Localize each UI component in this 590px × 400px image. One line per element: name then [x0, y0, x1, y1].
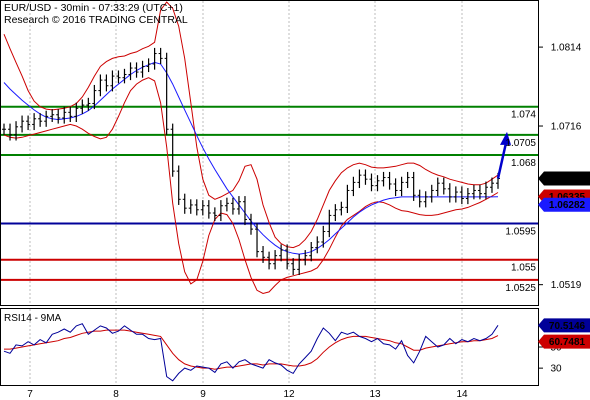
level-label: 1.0525 — [505, 283, 536, 294]
x-tick-label: 14 — [456, 389, 468, 400]
rsi-panel-frame — [0, 308, 539, 386]
level-label: 1.0705 — [505, 138, 536, 149]
last-value-badge-label: 1.06508 — [549, 174, 586, 185]
copyright-text: Research © 2016 TRADING CENTRAL — [4, 14, 188, 26]
rsi-last-value-badge-label: 60.7481 — [549, 337, 586, 348]
y-tick-label: 1.0519 — [551, 280, 582, 291]
level-label: 1.068 — [511, 158, 536, 169]
rsi-layers — [3, 323, 499, 382]
x-tick-label: 12 — [283, 389, 295, 400]
projection-arrow-head — [500, 131, 511, 145]
last-value-badge: 1.06282 — [538, 197, 590, 212]
projection-arrow-shaft — [496, 142, 508, 179]
price-layers — [1, 1, 538, 295]
level-label: 1.0595 — [505, 226, 536, 237]
y-tick-label: 1.0716 — [551, 122, 582, 133]
rsi-y-tick-label: 30 — [550, 364, 562, 375]
last-value-badge-shape — [538, 197, 590, 212]
last-value-badge-label: 1.06282 — [549, 200, 586, 211]
level-labels: 1.074 1.0705 1.068 1.0595 1.055 1.0525 — [505, 110, 536, 294]
x-tick-label: 7 — [27, 389, 33, 400]
last-value-badge-label: 1.06335 — [549, 192, 586, 203]
y-tick-label: 1.0814 — [551, 43, 582, 54]
rsi-last-value-badge: 70.5146 — [538, 318, 590, 333]
day-dividers — [29, 1, 463, 385]
rsi-last-value-badge-shape — [538, 318, 590, 333]
rsi-last-value-badge-label: 70.5146 — [549, 321, 586, 332]
rsi-indicator-label: RSI14 - 9MA — [4, 313, 62, 324]
rsi-last-value-badge: 60.7481 — [538, 334, 590, 349]
bollinger-upper-line — [3, 1, 499, 249]
last-value-badge-shape — [538, 171, 590, 186]
bollinger-lower-line — [3, 77, 499, 295]
rsi-line — [3, 323, 499, 382]
x-tick-label: 9 — [200, 389, 206, 400]
x-tick-label: 8 — [113, 389, 119, 400]
chart-title: EUR/USD - 30min - 07:33:29 (UTC+1) — [4, 2, 183, 14]
x-axis-ticks: 7 8 9 12 13 14 — [27, 389, 468, 400]
level-label: 1.074 — [511, 110, 536, 121]
rsi-last-value-badge-shape — [538, 334, 590, 349]
x-tick-label: 13 — [369, 389, 381, 400]
last-value-badge: 1.06508 — [538, 171, 590, 186]
level-label: 1.055 — [511, 263, 536, 274]
